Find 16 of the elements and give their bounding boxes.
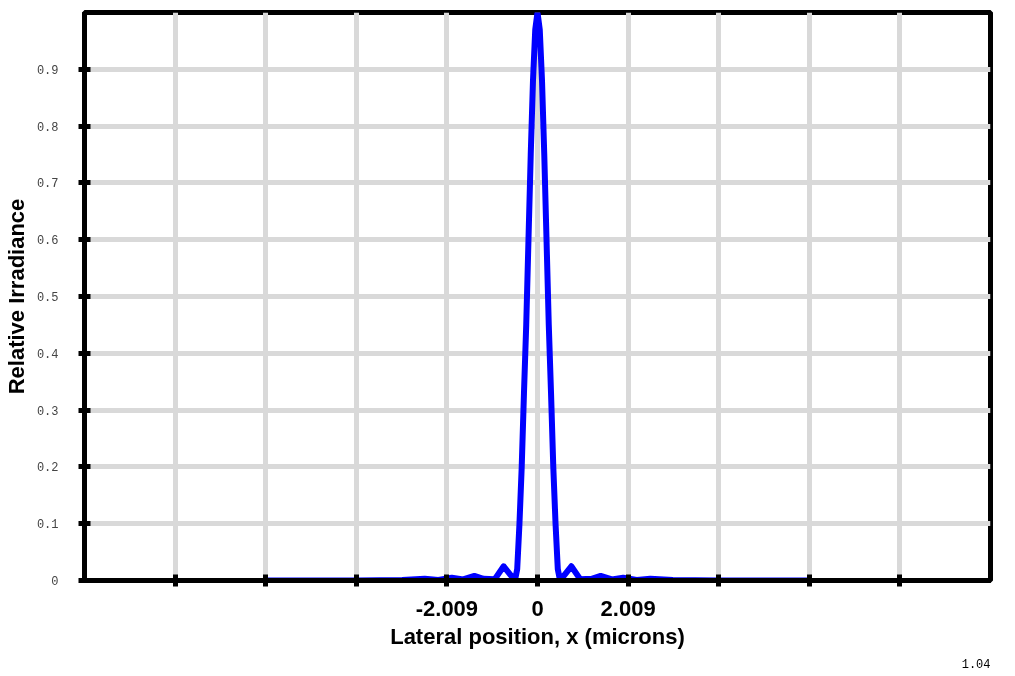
y-tick-label: 0.1 — [36, 518, 59, 533]
y-tick-label: 0.4 — [36, 347, 59, 362]
y-tick-label: 0.7 — [36, 177, 59, 192]
y-tick-label: 0.3 — [36, 404, 59, 419]
y-tick-label: 0.5 — [36, 291, 59, 305]
y-tick-label: 0.8 — [36, 120, 59, 135]
y-tick-label: 0 — [51, 575, 59, 589]
x-axis-title: Lateral position, x (microns) — [390, 623, 685, 649]
x-tick-label: -2.009 — [415, 595, 479, 621]
text: 1.04 — [961, 657, 991, 672]
x-tick-label: 2.009 — [600, 595, 656, 621]
y-tick-label: 0.2 — [36, 461, 59, 476]
x-tick-label: 0 — [531, 595, 544, 621]
y-tick-label: 0.9 — [36, 63, 59, 78]
y-axis-title: Relative Irradiance — [3, 198, 29, 395]
y-tick-label: 0.6 — [36, 234, 59, 249]
